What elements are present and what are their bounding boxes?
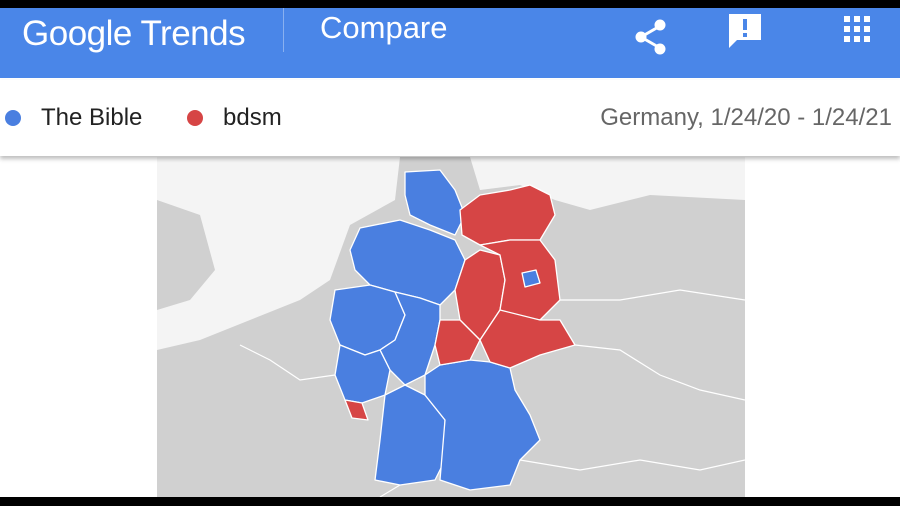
legend-dot — [5, 110, 21, 126]
legend-bar: The Bible bdsm Germany, 1/24/20 - 1/24/2… — [0, 80, 900, 156]
top-bar: Google Trends Compare — [0, 8, 900, 78]
state[interactable] — [479, 309, 576, 369]
legend-label: bdsm — [223, 104, 282, 131]
state[interactable] — [404, 169, 466, 236]
legend-label: The Bible — [41, 104, 143, 131]
sea — [470, 157, 745, 210]
region-map — [157, 157, 745, 497]
states — [329, 169, 576, 491]
legend-dot — [187, 110, 203, 126]
state[interactable] — [424, 359, 541, 491]
page-title: Compare — [320, 10, 448, 45]
state[interactable] — [334, 344, 391, 404]
date-range: Germany, 1/24/20 - 1/24/21 — [600, 104, 892, 131]
state[interactable] — [521, 269, 541, 288]
brand[interactable]: Google Trends — [22, 14, 246, 53]
borders — [239, 289, 745, 497]
divider — [283, 8, 284, 52]
sea — [157, 157, 400, 350]
toolbar-icons — [635, 14, 870, 55]
state[interactable] — [374, 384, 446, 486]
legend-item[interactable]: The Bible — [5, 104, 142, 132]
state[interactable] — [434, 319, 481, 366]
legend-item[interactable]: bdsm — [187, 104, 282, 132]
share-icon[interactable] — [635, 19, 666, 55]
screen: Google Trends Compare The Bible — [0, 8, 900, 497]
land — [157, 200, 215, 310]
feedback-icon[interactable] — [729, 14, 761, 48]
state[interactable] — [459, 184, 556, 246]
state[interactable] — [379, 291, 441, 386]
apps-icon[interactable] — [844, 16, 870, 42]
state[interactable] — [344, 399, 369, 421]
